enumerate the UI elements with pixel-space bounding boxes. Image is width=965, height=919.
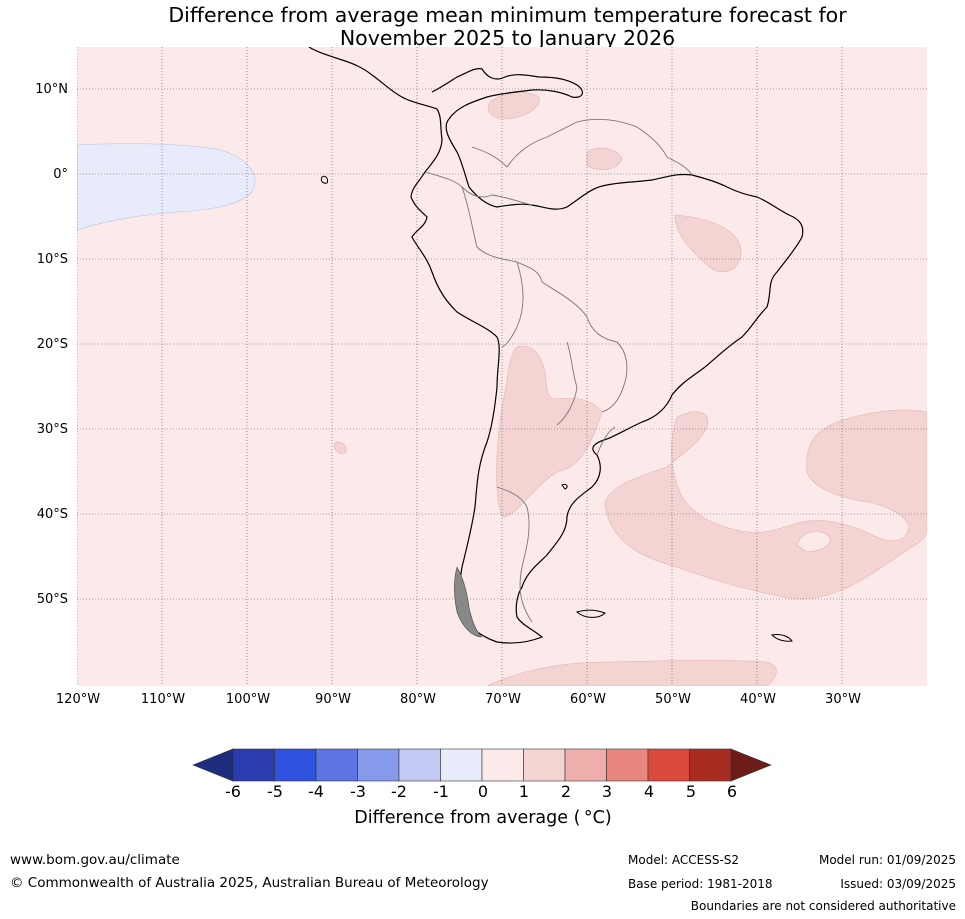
model-run-text: Model run: 01/09/2025 <box>818 853 956 867</box>
colorbar-cell <box>398 748 441 782</box>
lat-label-20s: 20°S <box>36 337 68 352</box>
colorbar-cell <box>689 748 732 782</box>
colorbar-label: Difference from average ( °C) <box>354 808 612 828</box>
colorbar-cell <box>606 748 649 782</box>
lat-label-30s: 30°S <box>36 422 68 437</box>
colorbar-cell <box>481 748 524 782</box>
coastline-south-america <box>308 47 804 644</box>
cool-anomaly-region <box>77 143 256 231</box>
colorbar-tick-minus1: -1 <box>433 782 449 801</box>
colorbar-tick-minus2: -2 <box>391 782 407 801</box>
country-boundaries <box>424 118 693 623</box>
colorbar-cell <box>232 748 275 782</box>
islands <box>320 175 793 642</box>
lon-label-80w: 80°W <box>400 692 436 707</box>
lat-label-10n: 10°N <box>35 82 68 97</box>
colorbar-arrow-low <box>192 748 234 782</box>
colorbar-tick-minus3: -3 <box>350 782 366 801</box>
colorbar-tick-4: 4 <box>643 782 655 801</box>
lon-label-30w: 30°W <box>825 692 861 707</box>
lat-label-10s: 10°S <box>36 252 68 267</box>
model-text: Model: ACCESS-S2 <box>628 853 740 867</box>
colorbar-tick-minus5: -5 <box>267 782 283 801</box>
warm-anomaly-regions <box>334 92 927 686</box>
lat-label-40s: 40°S <box>36 507 68 522</box>
title-line-2: November 2025 to January 2026 <box>339 26 676 50</box>
lon-label-60w: 60°W <box>570 692 606 707</box>
colorbar-cell <box>357 748 400 782</box>
colorbar-cell <box>564 748 607 782</box>
lon-label-120w: 120°W <box>55 692 101 707</box>
title-line-1: Difference from average mean minimum tem… <box>168 3 847 27</box>
base-period-text: Base period: 1981-2018 <box>628 877 773 891</box>
chile-fjords <box>454 566 483 638</box>
lon-label-90w: 90°W <box>315 692 351 707</box>
colorbar-tick-0: 0 <box>477 782 489 801</box>
colorbar-cell <box>523 748 566 782</box>
colorbar-tick-minus4: -4 <box>308 782 324 801</box>
forecast-map <box>77 47 927 686</box>
lon-label-40w: 40°W <box>740 692 776 707</box>
colorbar-arrow-high <box>730 748 772 782</box>
colorbar-tick-1: 1 <box>518 782 530 801</box>
website-link[interactable]: www.bom.gov.au/climate <box>10 852 180 868</box>
lat-label-0: 0° <box>53 167 68 182</box>
colorbar-tick-6: 6 <box>726 782 738 801</box>
graticule <box>77 47 927 686</box>
map-title: Difference from average mean minimum tem… <box>0 4 965 50</box>
lon-label-70w: 70°W <box>485 692 521 707</box>
colorbar-tick-3: 3 <box>601 782 613 801</box>
colorbar <box>192 748 774 782</box>
colorbar-tick-5: 5 <box>685 782 697 801</box>
issued-text: Issued: 03/09/2025 <box>840 877 956 891</box>
disclaimer-text: Boundaries are not considered authoritat… <box>690 899 956 913</box>
colorbar-cell <box>440 748 483 782</box>
colorbar-cell <box>647 748 690 782</box>
lon-label-110w: 110°W <box>140 692 186 707</box>
lon-label-50w: 50°W <box>655 692 691 707</box>
copyright-text: © Commonwealth of Australia 2025, Austra… <box>10 875 489 891</box>
lon-label-100w: 100°W <box>225 692 271 707</box>
colorbar-cell <box>315 748 358 782</box>
colorbar-tick-minus6: -6 <box>225 782 241 801</box>
colorbar-tick-2: 2 <box>560 782 572 801</box>
colorbar-cell <box>274 748 317 782</box>
lat-label-50s: 50°S <box>36 592 68 607</box>
